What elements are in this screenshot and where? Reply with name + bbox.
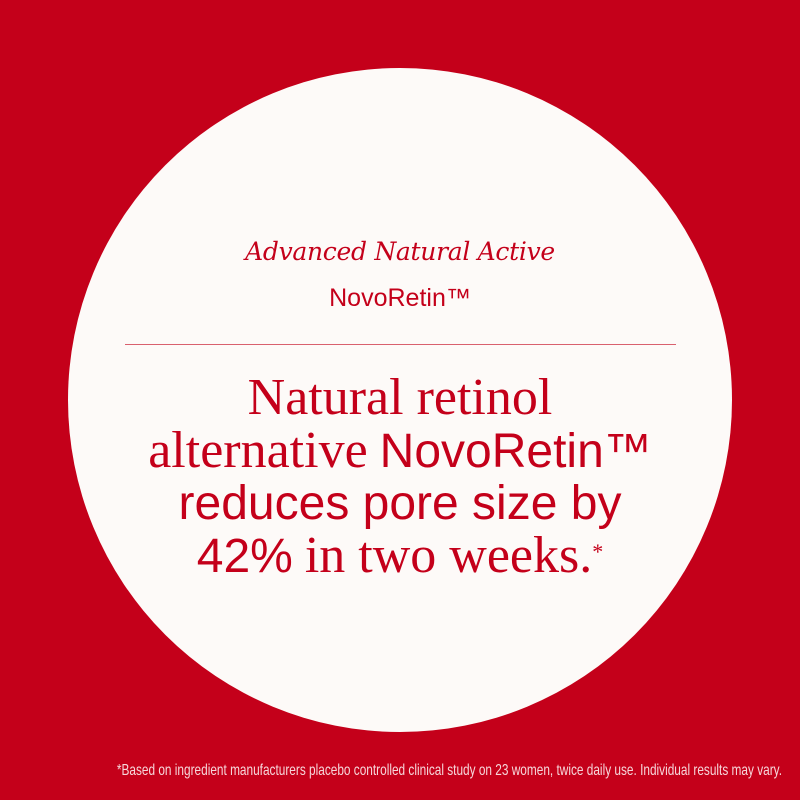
headline-line1: Natural retinol xyxy=(247,369,553,426)
product-name: NovoRetin™ xyxy=(329,284,471,312)
headline: Natural retinol alternative NovoRetin™ r… xyxy=(0,372,800,583)
footnote-mark: * xyxy=(592,539,604,564)
headline-line4-serif: in two weeks. xyxy=(304,527,593,584)
eyebrow-text: Advanced Natural Active xyxy=(245,237,555,266)
headline-line4-percent: 42% xyxy=(196,530,293,583)
disclaimer: *Based on ingredient manufacturers place… xyxy=(0,762,800,780)
disclaimer-text: *Based on ingredient manufacturers place… xyxy=(116,762,782,779)
white-circle xyxy=(68,68,732,732)
headline-line2-serif: alternative xyxy=(148,422,368,479)
divider xyxy=(125,344,676,345)
headline-line3: reduces pore size by xyxy=(178,477,622,530)
headline-line2-brand: NovoRetin™ xyxy=(379,425,652,478)
